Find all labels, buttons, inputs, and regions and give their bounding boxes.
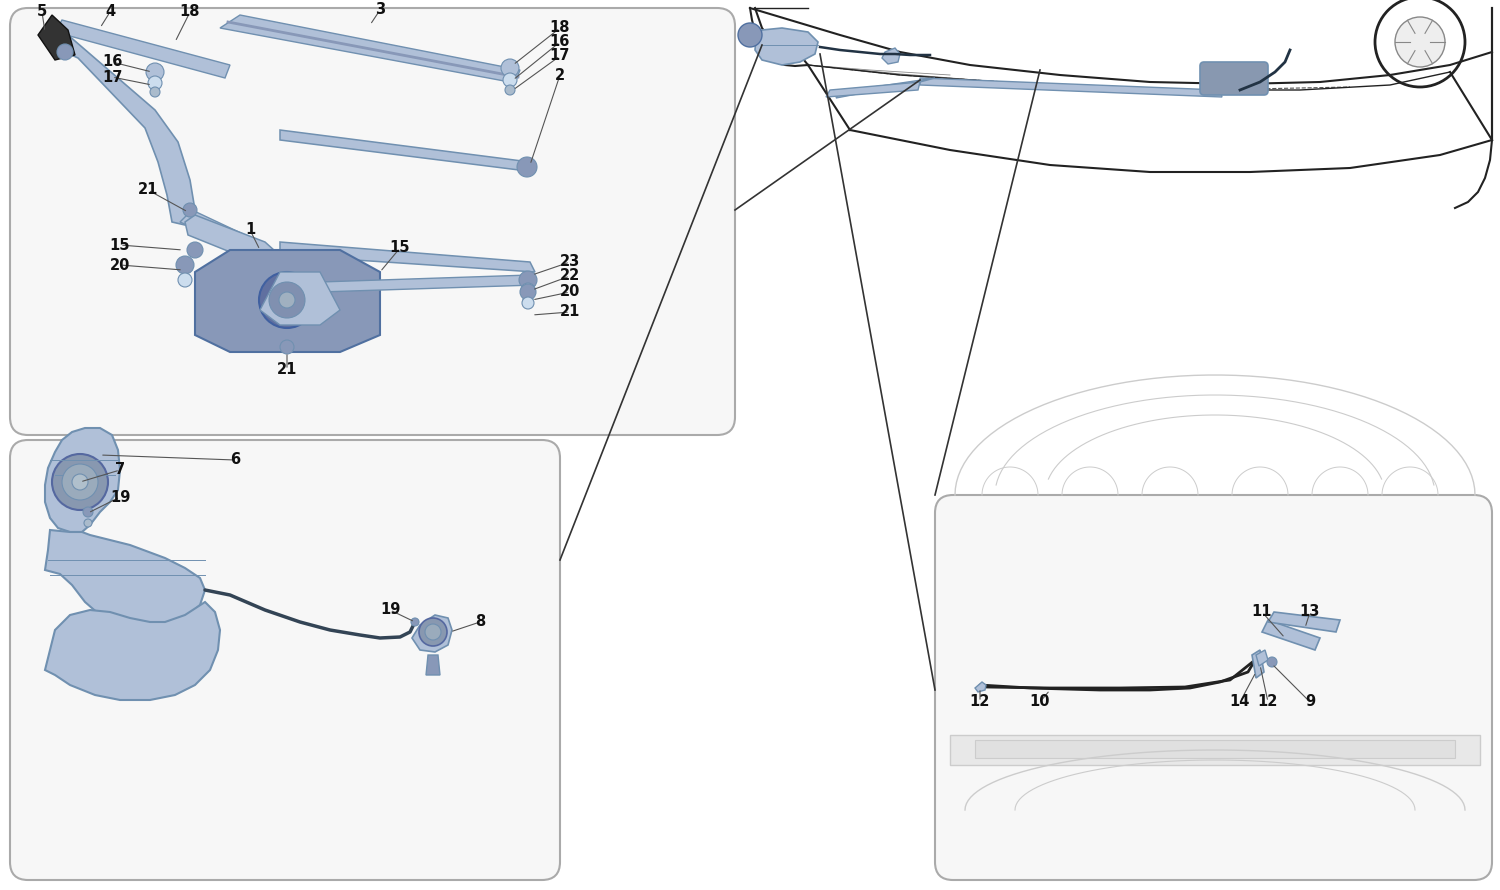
Text: 1: 1 xyxy=(244,222,255,238)
Text: 14: 14 xyxy=(1230,694,1250,709)
Polygon shape xyxy=(56,20,230,78)
Circle shape xyxy=(419,618,447,646)
Text: 12: 12 xyxy=(970,694,990,709)
Circle shape xyxy=(738,23,762,47)
Text: 5: 5 xyxy=(38,4,46,20)
Text: 21: 21 xyxy=(138,182,158,198)
Text: 19: 19 xyxy=(380,603,400,618)
Polygon shape xyxy=(184,215,285,272)
Circle shape xyxy=(84,519,92,527)
Circle shape xyxy=(520,283,536,297)
Polygon shape xyxy=(920,78,1222,97)
Circle shape xyxy=(260,272,315,328)
Circle shape xyxy=(268,282,304,318)
Polygon shape xyxy=(220,15,520,83)
Polygon shape xyxy=(1268,612,1340,632)
Text: 15: 15 xyxy=(390,240,411,255)
Circle shape xyxy=(146,63,164,81)
Circle shape xyxy=(279,292,296,308)
Circle shape xyxy=(1268,657,1276,667)
Text: 12: 12 xyxy=(1258,694,1278,709)
Text: 16: 16 xyxy=(102,54,122,69)
Text: 7: 7 xyxy=(116,463,124,478)
Circle shape xyxy=(411,618,419,626)
Circle shape xyxy=(72,474,88,490)
Circle shape xyxy=(503,73,518,87)
FancyBboxPatch shape xyxy=(1200,62,1268,95)
Circle shape xyxy=(53,454,108,510)
Text: 19: 19 xyxy=(110,490,130,505)
Circle shape xyxy=(178,273,192,287)
Polygon shape xyxy=(180,210,260,255)
Text: 18: 18 xyxy=(549,20,570,36)
Circle shape xyxy=(524,295,532,305)
Text: 17: 17 xyxy=(102,69,122,85)
Polygon shape xyxy=(975,740,1455,758)
Circle shape xyxy=(183,203,196,217)
Text: 6: 6 xyxy=(230,452,240,467)
Text: 20: 20 xyxy=(560,285,580,300)
Circle shape xyxy=(280,340,294,354)
Text: 4: 4 xyxy=(105,4,116,20)
Circle shape xyxy=(62,464,98,500)
Text: 20: 20 xyxy=(110,257,130,272)
Polygon shape xyxy=(280,130,536,172)
Polygon shape xyxy=(38,15,75,60)
Text: 17: 17 xyxy=(550,48,570,63)
Polygon shape xyxy=(827,82,920,97)
Polygon shape xyxy=(413,615,452,652)
Circle shape xyxy=(176,256,194,274)
Circle shape xyxy=(501,59,519,77)
Polygon shape xyxy=(45,428,120,532)
Circle shape xyxy=(424,624,441,640)
Circle shape xyxy=(522,297,534,309)
Text: 11: 11 xyxy=(1251,604,1272,619)
Circle shape xyxy=(148,76,162,90)
Circle shape xyxy=(518,157,537,177)
Polygon shape xyxy=(280,242,536,272)
Text: 21: 21 xyxy=(560,304,580,320)
Text: 3: 3 xyxy=(375,3,386,18)
Text: 23: 23 xyxy=(560,255,580,270)
Polygon shape xyxy=(260,272,340,325)
Text: 8: 8 xyxy=(476,614,484,629)
Polygon shape xyxy=(836,78,934,98)
Polygon shape xyxy=(1256,650,1268,666)
Text: 21: 21 xyxy=(278,362,297,377)
Circle shape xyxy=(188,242,202,258)
Polygon shape xyxy=(195,250,380,352)
Polygon shape xyxy=(426,655,439,675)
Polygon shape xyxy=(1252,650,1264,678)
FancyBboxPatch shape xyxy=(10,440,560,880)
Circle shape xyxy=(57,44,74,60)
Polygon shape xyxy=(754,28,818,65)
Polygon shape xyxy=(320,275,536,292)
Polygon shape xyxy=(45,530,206,628)
Text: 9: 9 xyxy=(1305,694,1316,709)
Circle shape xyxy=(1395,17,1444,67)
Text: 15: 15 xyxy=(110,238,130,253)
Circle shape xyxy=(519,271,537,289)
Polygon shape xyxy=(1262,620,1320,650)
FancyBboxPatch shape xyxy=(934,495,1492,880)
Text: 10: 10 xyxy=(1029,694,1050,709)
Text: 13: 13 xyxy=(1300,604,1320,619)
Polygon shape xyxy=(950,735,1480,765)
FancyBboxPatch shape xyxy=(10,8,735,435)
Circle shape xyxy=(82,507,93,517)
Text: 22: 22 xyxy=(560,269,580,284)
Circle shape xyxy=(506,85,515,95)
Text: 16: 16 xyxy=(550,35,570,50)
Polygon shape xyxy=(56,35,195,225)
Circle shape xyxy=(150,87,160,97)
Polygon shape xyxy=(975,682,986,692)
Circle shape xyxy=(520,284,536,300)
Text: 18: 18 xyxy=(180,4,201,20)
Polygon shape xyxy=(882,48,900,64)
Polygon shape xyxy=(45,602,220,700)
Text: 2: 2 xyxy=(555,68,566,83)
